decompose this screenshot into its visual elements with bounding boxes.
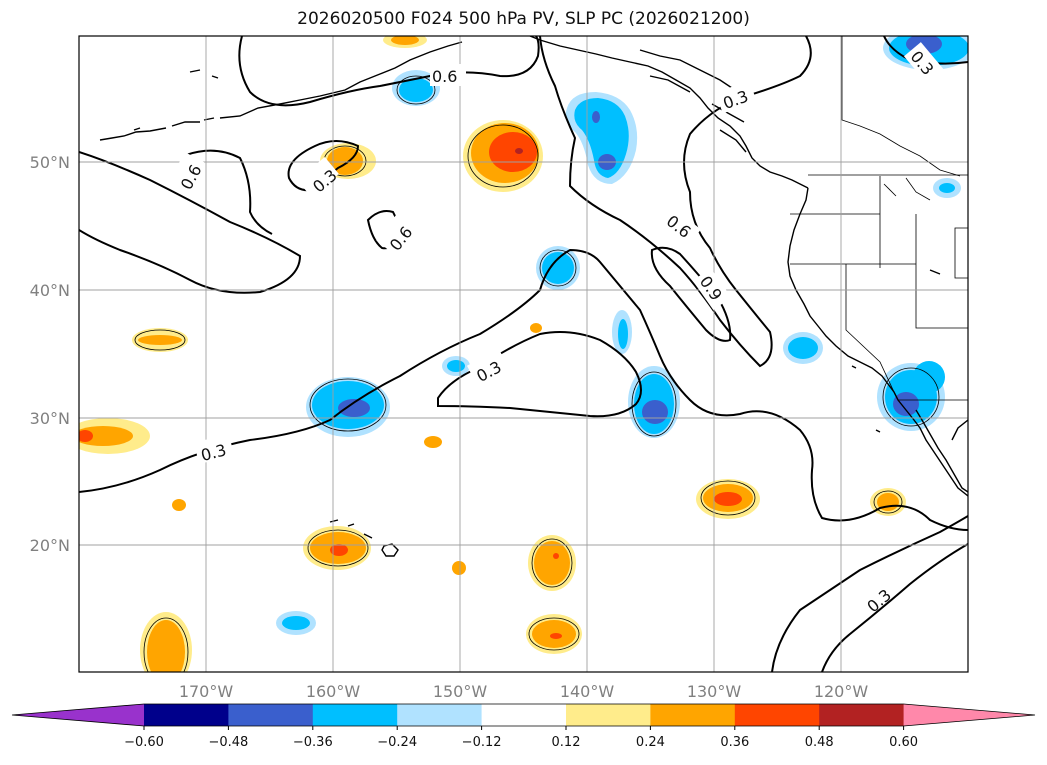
pv-negative-anomaly [933,178,961,198]
lat-tick-label: 40°N [30,281,70,300]
lon-tick-label: 140°W [560,682,615,701]
lon-tick-label: 170°W [179,682,234,701]
colorbar: −0.60 −0.48 −0.36 −0.24 −0.12 0.12 0.24 0.36 0.4… [11,703,1036,750]
colorbar-segment [650,704,736,726]
pv-positive-anomaly [132,328,188,352]
colorbar-tick-label: 0.36 [720,735,749,750]
slp-contour [771,515,968,672]
map-title: 2026020500 F024 500 hPa PV, SLP PC (2026… [297,9,750,29]
colorbar-segment [397,704,483,726]
slp-contour [185,149,273,235]
pv-negative-anomaly [276,611,316,635]
pv-negative-anomaly [442,356,470,376]
pv-positive-anomaly [172,499,186,511]
pv-negative-anomaly [612,310,632,354]
pv-positive-anomaly [140,612,192,672]
pv-positive-anomaly [79,418,150,454]
colorbar-segment [566,704,651,726]
slp-contour [79,248,968,531]
lon-tick-label: 150°W [433,682,488,701]
colorbar-tick-label: 0.60 [889,735,918,750]
colorbar-tick-label: −0.60 [124,735,164,750]
pv-positive-anomaly [526,614,582,654]
colorbar-tick-label: −0.48 [208,735,248,750]
pv-positive-anomaly [383,36,427,48]
lat-tick-labels: 50°N 40°N 30°N 20°N [30,153,70,555]
map-frame [78,35,969,673]
slp-contour [650,246,732,342]
colorbar-tick-label: −0.12 [462,735,502,750]
pv-positive-anomaly [528,535,576,591]
pv-positive-anomaly [452,561,466,575]
colorbar-extend-low [12,704,144,726]
coastlines [99,36,968,557]
colorbar-segment [819,704,905,726]
colorbar-tick-label: 0.12 [552,735,581,750]
pv-positive-anomaly [870,488,906,516]
colorbar-tick-label: −0.36 [293,735,333,750]
colorbar-tick-label: −0.24 [377,735,417,750]
pv-fill-outlines [134,75,940,672]
pv-positive-anomaly [463,120,543,192]
colorbar-segment [734,704,820,726]
pv-positive-anomaly [424,436,442,448]
slp-contours [79,36,968,672]
lon-tick-label: 130°W [687,682,742,701]
slp-contour [821,543,968,672]
contour-label: 0.6 [432,67,457,86]
lon-tick-labels: 170°W 160°W 150°W 140°W 130°W 120°W [179,682,869,701]
colorbar-tick-label: 0.48 [805,735,834,750]
colorbar-tick-label: 0.24 [636,735,665,750]
slp-contour [238,36,540,107]
pv-negative-anomaly [783,332,823,364]
colorbar-segment [144,704,229,726]
lon-tick-label: 120°W [814,682,869,701]
political-borders [790,36,968,401]
pv-negative-anomaly [565,92,638,184]
pv-negative-anomaly [536,246,580,290]
lon-tick-label: 160°W [306,682,361,701]
lat-tick-label: 30°N [30,409,70,428]
lat-tick-label: 20°N [30,536,70,555]
colorbar-segment [312,704,398,726]
graticule [79,36,968,672]
pv-positive-anomaly [696,479,760,519]
pv-positive-anomaly [530,323,542,333]
slp-contour [539,36,812,368]
slp-contour [79,151,302,294]
pv-negative-anomaly [877,361,945,431]
pv-positive-anomaly [303,526,371,570]
colorbar-segment [228,704,314,726]
colorbar-segment [481,704,567,726]
colorbar-extend-high [903,704,1035,726]
lat-tick-label: 50°N [30,153,70,172]
